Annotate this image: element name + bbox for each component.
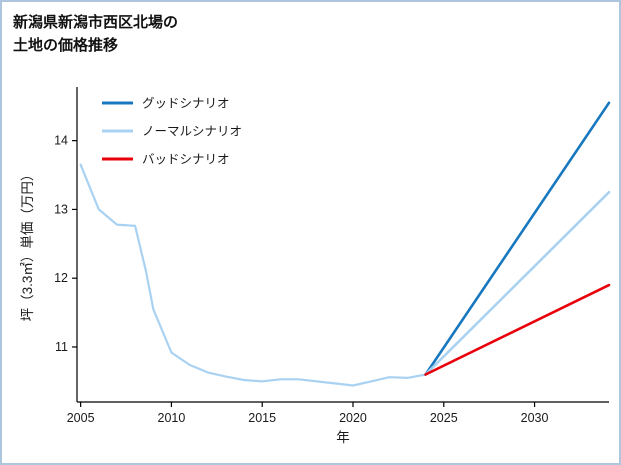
x-axis-label: 年 [336, 430, 350, 445]
x-tick-label: 2020 [339, 411, 367, 425]
x-tick-label: 2015 [248, 411, 276, 425]
x-tick-label: 2025 [430, 411, 458, 425]
y-tick-label: 11 [55, 340, 68, 354]
series-line-3 [424, 283, 611, 376]
legend-label: グッドシナリオ [142, 97, 230, 111]
y-axis-label: 坪（3.3㎡）単価（万円） [20, 168, 35, 322]
series-line-0 [79, 163, 427, 387]
chart-title-line1: 新潟県新潟市西区北場の [13, 14, 179, 31]
y-tick-label: 12 [54, 271, 68, 285]
x-tick-label: 2005 [67, 411, 95, 425]
series-line-1 [424, 101, 611, 376]
x-tick-label: 2030 [521, 411, 549, 425]
legend-label: ノーマルシナリオ [142, 125, 242, 139]
series-line-2 [424, 190, 611, 376]
chart-title: 新潟県新潟市西区北場の 土地の価格推移 [13, 11, 178, 58]
chart-title-line2: 土地の価格推移 [13, 37, 119, 55]
legend-label: バッドシナリオ [142, 153, 230, 167]
y-tick-label: 14 [54, 134, 68, 148]
x-tick-label: 2010 [158, 411, 186, 425]
y-tick-label: 13 [54, 202, 68, 216]
